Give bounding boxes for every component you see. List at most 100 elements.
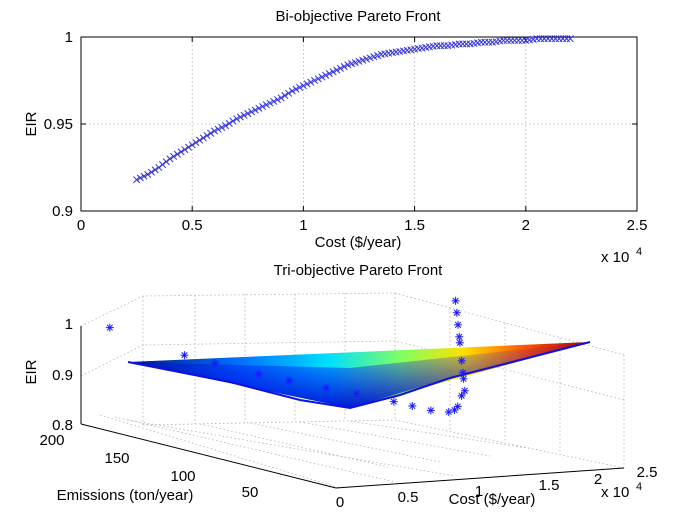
y-axis-label: EIR (23, 111, 40, 136)
x-marker (318, 73, 326, 81)
x-exponent-label: x 10 4 (601, 246, 642, 266)
y-tick-label: 150 (104, 450, 129, 467)
x-marker (518, 36, 526, 45)
x-marker (214, 125, 222, 133)
x-tick-label: 2.5 (637, 464, 658, 481)
chart-title: Bi-objective Pareto Front (275, 8, 441, 25)
grid (81, 37, 637, 211)
y-tick-label: 1 (65, 29, 73, 46)
x-marker (270, 97, 278, 105)
x-marker (240, 111, 248, 119)
x-marker (322, 71, 330, 79)
x-marker (151, 166, 159, 174)
star-marker (458, 368, 467, 377)
star-marker (352, 389, 361, 398)
surface-lower-edge (127, 341, 591, 410)
x-marker (273, 96, 282, 104)
star-marker (452, 308, 461, 317)
x-marker (173, 150, 181, 158)
z-tick-label: 0.9 (52, 367, 73, 384)
x-marker (292, 85, 300, 93)
x-marker (329, 68, 337, 76)
z-tick-labels: 1 0.9 0.8 (52, 316, 73, 434)
x-marker (440, 42, 448, 50)
x-exponent-label: x 10 4 (601, 481, 642, 501)
x-tick-label: 2 (522, 217, 530, 234)
x-tick-label: 0 (336, 494, 344, 511)
x-marker (229, 117, 237, 125)
exponent-power: 4 (636, 481, 642, 493)
x-marker (336, 64, 345, 72)
x-marker (155, 163, 163, 172)
x-marker (299, 82, 307, 90)
x-marker (303, 80, 311, 88)
x-marker (310, 76, 319, 85)
z-tick-label: 1 (65, 316, 73, 333)
x-marker (477, 38, 485, 46)
x-marker (325, 69, 333, 78)
pareto-surface (127, 341, 591, 410)
star-marker (457, 356, 466, 365)
x-marker (277, 94, 285, 102)
x-marker (566, 35, 574, 43)
x-tick-labels: 0 0.5 1 1.5 2 2.5 (77, 217, 648, 234)
x-marker (177, 148, 185, 156)
x-marker (196, 136, 204, 144)
star-marker (408, 402, 417, 410)
x-marker (481, 38, 489, 46)
3d-axes (80, 326, 625, 489)
bi-objective-chart: Bi-objective Pareto Front 0 0.5 1 1.5 2 2.5 0… (23, 8, 647, 266)
y-tick-labels: 0.9 0.95 1 (44, 29, 73, 220)
star-marker (322, 384, 331, 392)
x-marker (203, 132, 211, 140)
star-marker (254, 370, 263, 379)
exponent-base: x 10 (601, 484, 629, 501)
x-marker (433, 42, 441, 50)
x-marker (340, 63, 348, 71)
x-marker (455, 40, 463, 48)
x-marker (147, 168, 155, 176)
y-tick-label: 50 (242, 484, 259, 501)
tri-objective-chart: Tri-objective Pareto Front (23, 262, 657, 511)
x-marker (184, 143, 193, 151)
star-marker (450, 406, 459, 414)
y-tick-label: 200 (39, 432, 64, 449)
x-tick-label: 0 (77, 217, 85, 234)
x-marker (222, 122, 230, 130)
x-marker (507, 36, 515, 45)
x-marker (436, 42, 445, 50)
x-marker (225, 119, 233, 127)
x-marker (296, 83, 304, 92)
data-points (105, 296, 469, 416)
star-marker (451, 296, 460, 305)
star-marker (105, 323, 114, 332)
z-tick-label: 0.8 (52, 417, 73, 434)
star-marker (426, 406, 435, 415)
x-marker (288, 87, 296, 95)
x-marker (314, 75, 322, 83)
x-marker (251, 106, 259, 114)
x-tick-label: 2 (594, 471, 602, 488)
x-tick-label: 1 (299, 217, 307, 234)
y-tick-label: 100 (170, 468, 195, 485)
x-axis-label: Cost ($/year) (315, 234, 402, 251)
x-marker (262, 101, 270, 109)
x-marker (285, 89, 293, 97)
y-tick-label: 0.9 (52, 203, 73, 220)
x-marker (244, 110, 252, 118)
x-marker (514, 36, 522, 45)
3d-grid (80, 292, 625, 489)
x-marker (462, 40, 471, 48)
x-axis-label: Cost ($/year) (449, 491, 536, 508)
x-marker (333, 66, 341, 74)
x-marker (236, 113, 244, 121)
star-marker (454, 320, 463, 329)
star-marker (444, 408, 453, 416)
x-marker (181, 145, 189, 154)
x-tick-label: 1 (475, 483, 483, 500)
x-marker (511, 36, 519, 45)
x-marker (281, 92, 289, 100)
x-tick-label: 0.5 (182, 217, 203, 234)
x-tick-label: 0.5 (398, 489, 419, 506)
star-marker (459, 374, 468, 383)
